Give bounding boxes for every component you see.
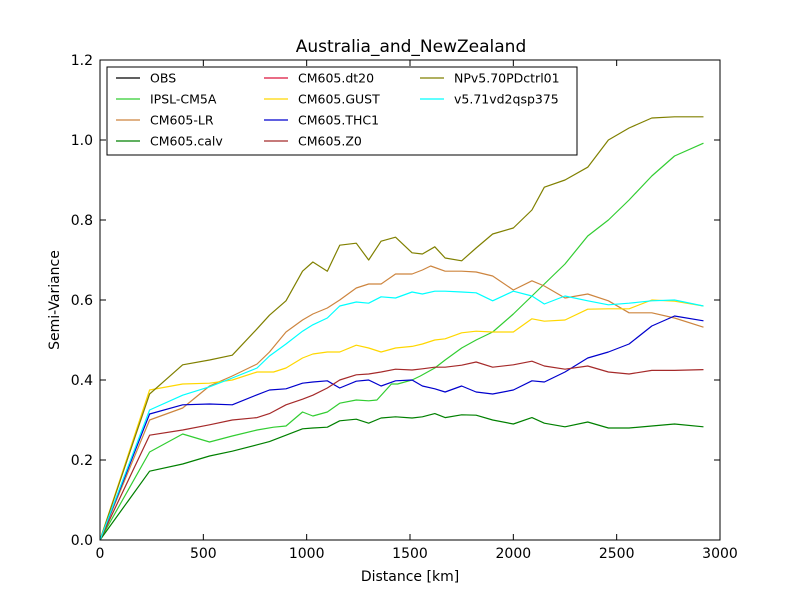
series-layer (99, 116, 704, 541)
legend-label-8: NPv5.70PDctrl01 (454, 71, 560, 86)
legend-box (106, 66, 578, 156)
x-tick-label-5: 2500 (599, 546, 635, 562)
x-tick-label-4: 2000 (496, 546, 532, 562)
series-line-9 (99, 290, 704, 541)
chart-title: Australia_and_NewZealand (296, 37, 527, 57)
x-tick-label-0: 0 (96, 546, 105, 562)
legend-label-4: CM605.dt20 (298, 71, 374, 86)
series-line-6 (99, 315, 704, 541)
x-tick-label-3: 1500 (392, 546, 428, 562)
series-line-1 (99, 142, 704, 541)
x-tick-label-1: 500 (190, 546, 217, 562)
series-line-5 (99, 299, 704, 541)
y-tick-label-1: 0.2 (71, 453, 93, 469)
legend-label-5: CM605.GUST (298, 92, 380, 107)
y-tick-label-4: 0.8 (71, 213, 93, 229)
y-tick-label-5: 1.0 (71, 133, 93, 149)
y-tick-label-0: 0.0 (71, 533, 93, 549)
legend-label-0: OBS (150, 71, 176, 86)
legend: OBS IPSL-CM5A CM605-LR CM605.calv CM605.dt20… (106, 66, 578, 156)
y-axis-label: Semi-Variance (47, 250, 63, 350)
legend-label-6: CM605.THC1 (298, 113, 379, 128)
legend-label-7: CM605.Z0 (298, 134, 362, 149)
series-line-8 (99, 116, 704, 541)
legend-label-9: v5.71vd2qsp375 (454, 92, 559, 107)
ticks-layer: 0 500 1000 1500 2000 2500 3000 0.0 0.2 0.4 0.6 0.8 1… (71, 53, 738, 562)
x-tick-label-2: 1000 (289, 546, 325, 562)
y-tick-label-3: 0.6 (71, 293, 93, 309)
series-line-7 (99, 360, 704, 541)
y-tick-label-6: 1.2 (71, 53, 93, 69)
y-tick-label-2: 0.4 (71, 373, 93, 389)
x-tick-label-6: 3000 (702, 546, 738, 562)
legend-label-1: IPSL-CM5A (150, 92, 217, 107)
x-axis-label: Distance [km] (361, 569, 459, 585)
series-line-3 (99, 413, 704, 541)
legend-label-3: CM605.calv (150, 134, 223, 149)
series-line-2 (99, 265, 704, 541)
legend-label-2: CM605-LR (150, 113, 214, 128)
